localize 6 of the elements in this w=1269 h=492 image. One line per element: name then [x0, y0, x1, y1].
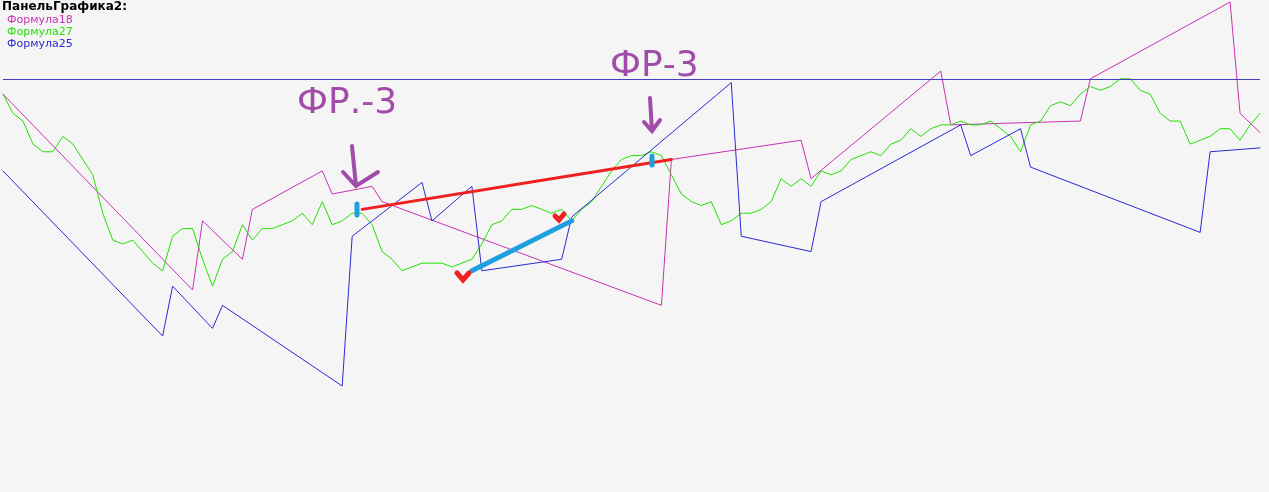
chart-title: ПанельГрафика2: [2, 0, 127, 13]
text: Формула18 [7, 13, 73, 26]
annotation: ФР.-3 [297, 79, 398, 121]
text: Формула27 [7, 25, 73, 38]
annotation: ФР-3 [610, 42, 699, 84]
text: Формула25 [7, 37, 73, 50]
